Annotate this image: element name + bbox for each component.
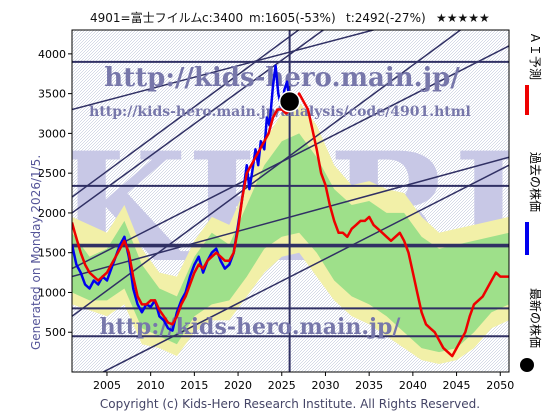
y-tick-label-4: 2500 — [38, 167, 66, 180]
ticker-label: 4901=富士フイルム — [90, 10, 202, 25]
y-tick-label-7: 4000 — [38, 48, 66, 61]
legend: ＡＩ予測 過去の株価 最新の株価 — [520, 32, 543, 372]
x-tick-label-3: 2020 — [224, 379, 252, 392]
current-price-label: c:3400 — [202, 11, 243, 25]
x-tick-label-1: 2010 — [137, 379, 165, 392]
x-tick-label-7: 2040 — [399, 379, 427, 392]
plot-frame — [71, 29, 510, 373]
copyright-footer: Copyright (c) Kids-Hero Research Institu… — [100, 397, 480, 411]
min-price-label: m:1605(-53%) — [249, 11, 336, 25]
x-tick-label-2: 2015 — [180, 379, 208, 392]
y-tick-label-6: 3500 — [38, 88, 66, 101]
legend-label-ai: ＡＩ予測 — [528, 32, 542, 80]
legend-swatch-latest — [520, 358, 534, 372]
green-band — [72, 133, 509, 353]
x-tick-label-6: 2035 — [355, 379, 383, 392]
series-line-0 — [72, 64, 291, 332]
generated-date-label: Generated on Monday 2026/1/5. — [29, 155, 43, 350]
y-tick-label-1: 1000 — [38, 286, 66, 299]
watermark-url-top: http://kids-hero.main.jp/ — [104, 63, 460, 93]
y-tick-label-5: 3000 — [38, 127, 66, 140]
x-tick-label-8: 2045 — [443, 379, 471, 392]
legend-label-past: 過去の株価 — [528, 152, 543, 212]
rating-stars: ★★★★★ — [436, 11, 490, 25]
target-price-label: t:2492(-27%) — [346, 11, 426, 25]
x-tick-label-0: 2005 — [93, 379, 121, 392]
y-tick-label-2: 1500 — [38, 247, 66, 260]
x-tick-label-5: 2030 — [311, 379, 339, 392]
watermark-url-middle: http://kids-hero.main.jp/analysis/code/4… — [89, 104, 471, 120]
y-axis: 500 1000 1500 2000 2500 3000 3500 4000 — [38, 48, 72, 339]
legend-label-latest: 最新の株価 — [528, 288, 543, 348]
current-marker — [278, 90, 301, 113]
x-tick-label-4: 2025 — [268, 379, 296, 392]
watermark-url-bottom: http://kids-hero.main.jp/ — [100, 314, 402, 340]
green-band-area — [72, 133, 509, 353]
x-axis: 2005 2010 2015 2020 2025 2030 2035 2040 2045 2050 — [93, 372, 514, 392]
y-tick-label-3: 2000 — [38, 207, 66, 220]
x-tick-label-9: 2050 — [486, 379, 514, 392]
latest-price-dot — [278, 90, 301, 113]
y-tick-label-0: 500 — [45, 326, 66, 339]
